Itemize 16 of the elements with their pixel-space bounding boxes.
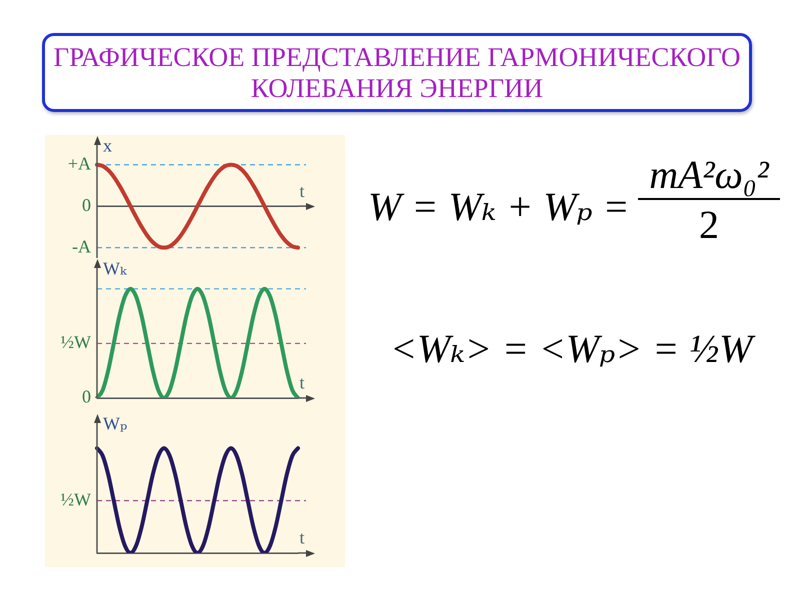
ref-line-label: -A [72, 236, 91, 256]
text: 0 [82, 194, 91, 215]
x-axis-title: t [299, 180, 305, 201]
x-axis-title: t [299, 528, 305, 548]
x-axis-title: t [299, 372, 305, 393]
ref-line-label: ½W [60, 332, 91, 352]
y-axis-title: Wₖ [103, 258, 127, 279]
text: 0 [82, 386, 91, 407]
ref-line-label: +A [68, 153, 91, 174]
text: W = Wₖ + Wₚ = [368, 184, 630, 230]
text: ГРАФИЧЕСКОЕ ПРЕДСТАВЛЕНИЕ ГАРМОНИЧЕСКОГО КОЛЕБАНИЯ ЭНЕРГИИ [52, 42, 742, 104]
y-axis-title: x [103, 136, 112, 156]
ref-line-label: ½W [60, 489, 91, 510]
text: mA²ω₀² [638, 152, 780, 200]
text: 2 [698, 202, 720, 248]
y-axis-title: Wₚ [103, 414, 128, 434]
